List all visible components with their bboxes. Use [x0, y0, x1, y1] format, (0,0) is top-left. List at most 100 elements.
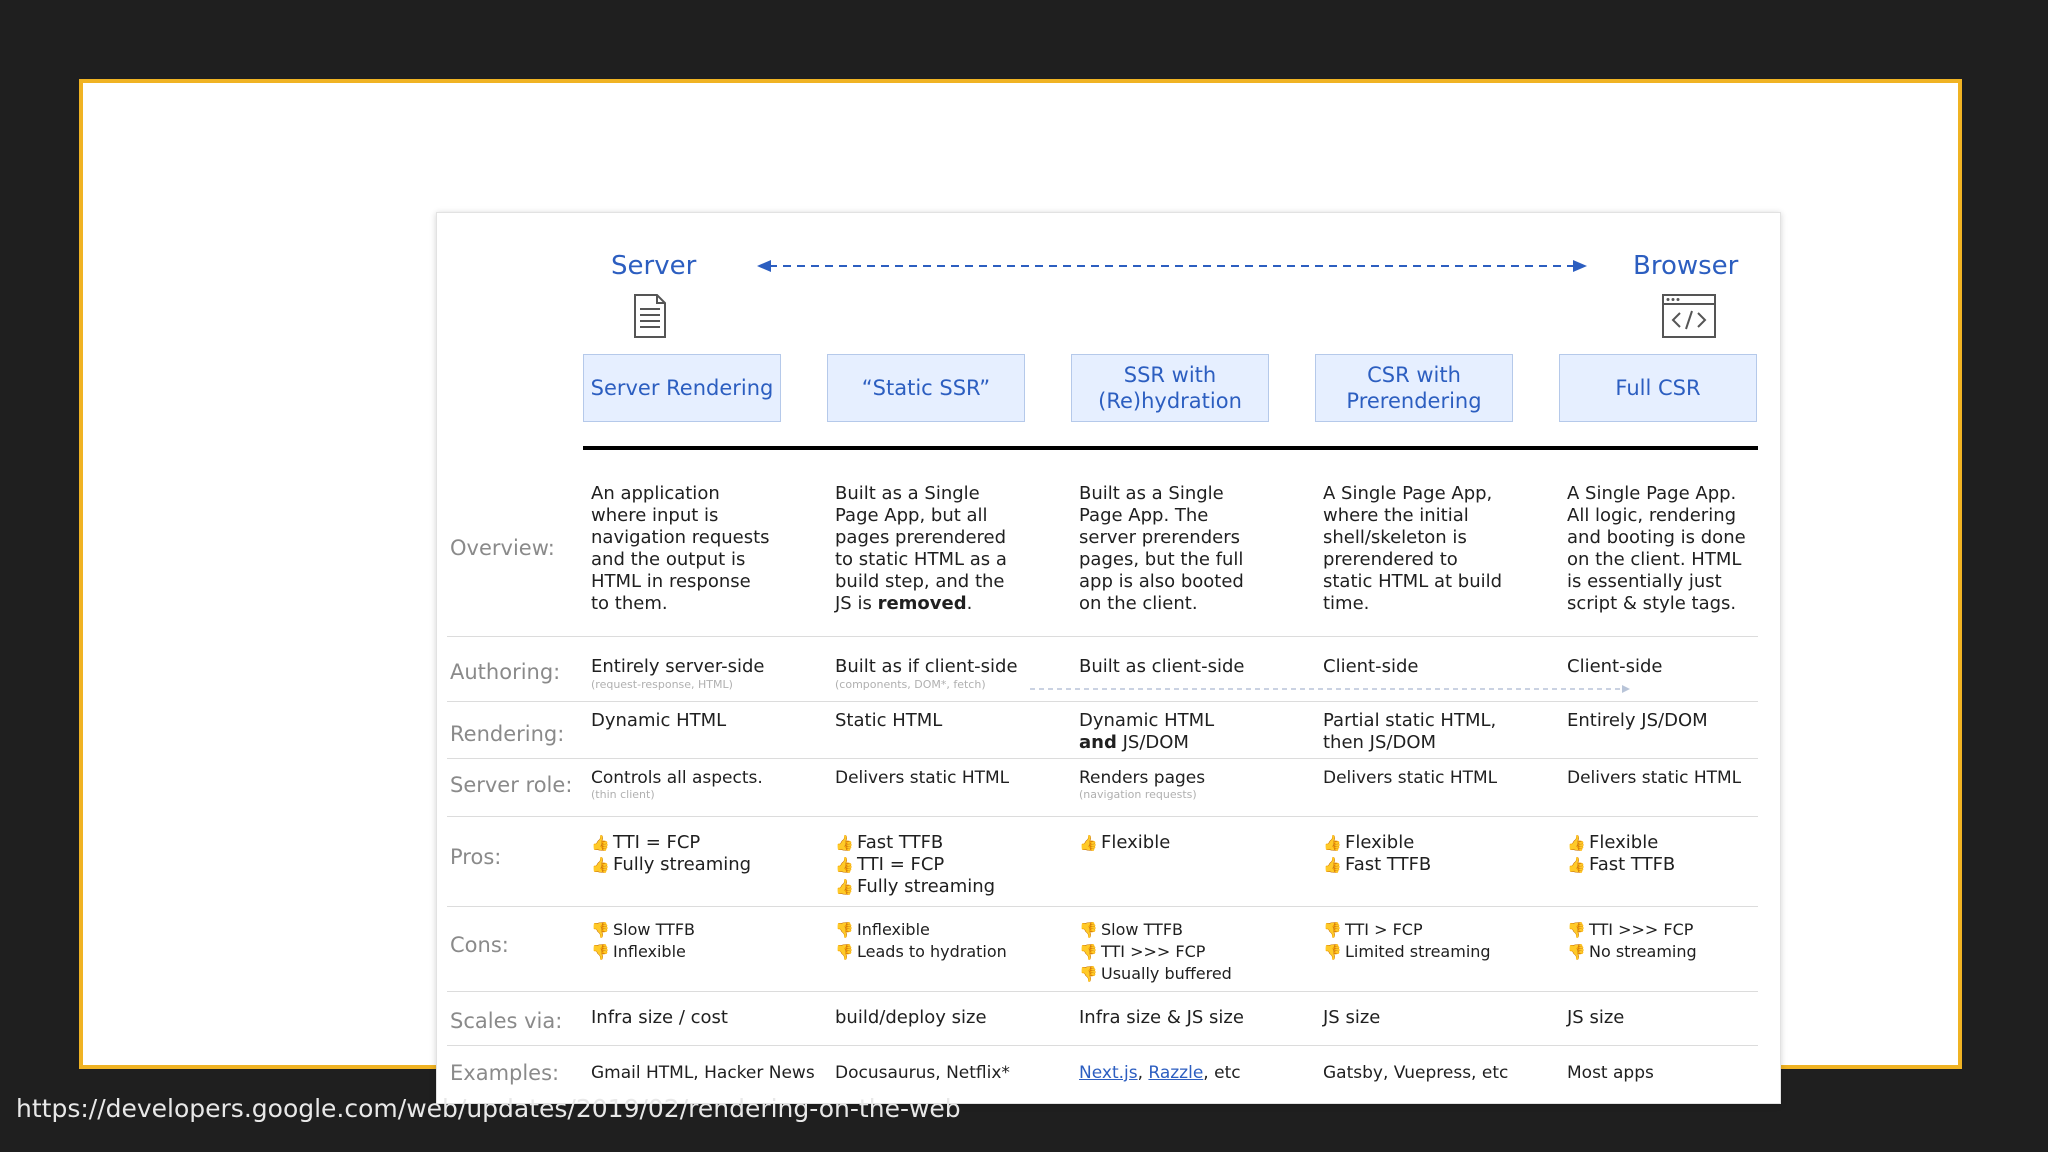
source-url: https://developers.google.com/web/update…: [16, 1094, 961, 1123]
list-item-text: Inflexible: [857, 920, 930, 939]
header-divider: [583, 446, 1758, 450]
cell-text: build/deploy size: [835, 1007, 987, 1028]
cell-text: Delivers static HTML: [835, 768, 1010, 788]
row-label-cons: Cons:: [450, 933, 509, 957]
cell-pros: 👍 Flexible 👍 Fast TTFB: [1567, 832, 1675, 876]
cell-authoring: Client-side: [1323, 656, 1418, 678]
cell-overview: A Single Page App, where the initial she…: [1323, 483, 1502, 615]
cell-text: Dynamic HTML: [1079, 710, 1215, 731]
thumbs-up-icon: 👍: [591, 834, 610, 852]
cell-authoring: Entirely server-side: [591, 656, 765, 678]
example-link[interactable]: Razzle: [1148, 1063, 1204, 1083]
cell-server-role: Controls all aspects.: [591, 768, 763, 789]
cell-scales-via: Infra size & JS size: [1079, 1007, 1244, 1029]
con-item: 👎 Inflexible: [835, 919, 1007, 941]
row-label-authoring: Authoring:: [450, 660, 561, 684]
cell-authoring: Built as if client-side: [835, 656, 1018, 678]
authoring-span-arrow: [1030, 685, 1630, 693]
thumbs-down-icon: 👎: [1079, 921, 1098, 939]
list-item-text: TTI >>> FCP: [1101, 942, 1206, 961]
con-item: 👎 Slow TTFB: [1079, 919, 1232, 941]
row-divider: [447, 816, 1758, 817]
thumbs-up-icon: 👍: [591, 856, 610, 874]
server-label: Server: [611, 251, 697, 281]
thumbs-down-icon: 👎: [835, 921, 854, 939]
cell-text: Partial static HTML, then JS/DOM: [1323, 710, 1497, 753]
cell-text: removed: [877, 593, 967, 614]
thumbs-down-icon: 👎: [1567, 943, 1586, 961]
list-item-text: Flexible: [1101, 832, 1171, 853]
thumbs-up-icon: 👍: [835, 856, 854, 874]
thumbs-down-icon: 👎: [1079, 965, 1098, 983]
list-item-text: Fast TTFB: [1345, 854, 1432, 875]
cell-examples: Most apps: [1567, 1063, 1654, 1084]
cell-text: Infra size & JS size: [1079, 1007, 1244, 1028]
pro-item: 👍 TTI = FCP: [591, 832, 751, 854]
cell-examples: Gmail HTML, Hacker News: [591, 1063, 815, 1084]
cell-examples: Next.js, Razzle, etc: [1079, 1063, 1241, 1084]
list-item-text: Fast TTFB: [1589, 854, 1676, 875]
thumbs-down-icon: 👎: [1567, 921, 1586, 939]
list-item-text: Usually buffered: [1101, 964, 1232, 983]
row-label-rendering: Rendering:: [450, 722, 565, 746]
cell-scales-via: JS size: [1567, 1007, 1624, 1029]
row-divider: [447, 991, 1758, 992]
cell-text: Infra size / cost: [591, 1007, 728, 1028]
thumbs-up-icon: 👍: [835, 834, 854, 852]
cell-pros: 👍 TTI = FCP 👍 Fully streaming: [591, 832, 751, 876]
cell-server-role: Delivers static HTML: [1567, 768, 1741, 789]
rendering-comparison-diagram: Server Browser: [436, 212, 1781, 1104]
list-item-text: TTI = FCP: [613, 832, 701, 853]
cell-text: Gatsby, Vuepress, etc: [1323, 1063, 1509, 1083]
list-item-text: TTI > FCP: [1345, 920, 1423, 939]
cell-text: Most apps: [1567, 1063, 1654, 1083]
cell-cons: 👎 TTI >>> FCP 👎 No streaming: [1567, 919, 1697, 963]
cell-cons: 👎 Slow TTFB 👎 TTI >>> FCP 👎 Usually buffered: [1079, 919, 1232, 985]
cell-text: JS size: [1323, 1007, 1381, 1028]
example-link[interactable]: Next.js: [1079, 1063, 1138, 1083]
approach-header: SSR with (Re)hydration: [1071, 354, 1269, 422]
cell-text: Static HTML: [835, 710, 943, 731]
row-divider: [447, 701, 1758, 702]
cell-pros: 👍 Flexible: [1079, 832, 1170, 854]
cell-examples: Gatsby, Vuepress, etc: [1323, 1063, 1508, 1084]
con-item: 👎 Inflexible: [591, 941, 695, 963]
cell-overview: A Single Page App. All logic, rendering …: [1567, 483, 1746, 615]
thumbs-down-icon: 👎: [591, 943, 610, 961]
row-divider: [447, 758, 1758, 759]
cell-scales-via: Infra size / cost: [591, 1007, 728, 1029]
cell-text: and: [1079, 732, 1117, 753]
cell-authoring: Client-side: [1567, 656, 1662, 678]
row-label-examples: Examples:: [450, 1061, 560, 1085]
list-item-text: Fast TTFB: [857, 832, 944, 853]
cell-text: Gmail HTML, Hacker News: [591, 1063, 815, 1083]
cell-authoring: Built as client-side: [1079, 656, 1244, 678]
pro-item: 👍 Fast TTFB: [1323, 854, 1431, 876]
list-item-text: Flexible: [1345, 832, 1415, 853]
thumbs-up-icon: 👍: [1323, 856, 1342, 874]
cell-cons: 👎 TTI > FCP 👎 Limited streaming: [1323, 919, 1491, 963]
row-label-overview: Overview:: [450, 536, 555, 560]
cell-rendering: Partial static HTML, then JS/DOM: [1323, 710, 1496, 754]
con-item: 👎 No streaming: [1567, 941, 1697, 963]
cell-text: An application where input is navigation…: [591, 483, 770, 614]
cell-text: Client-side: [1323, 656, 1419, 677]
pro-item: 👍 Flexible: [1079, 832, 1170, 854]
slide-frame: Server Browser: [79, 79, 1962, 1104]
con-item: 👎 TTI >>> FCP: [1079, 941, 1232, 963]
list-item-text: Leads to hydration: [857, 942, 1007, 961]
cell-examples: Docusaurus, Netflix*: [835, 1063, 1010, 1084]
approach-header: Server Rendering: [583, 354, 781, 422]
row-label-server-role: Server role:: [450, 773, 573, 797]
browser-label: Browser: [1633, 251, 1739, 281]
cell-text: Built as a Single Page App. The server p…: [1079, 483, 1244, 614]
approach-header: Full CSR: [1559, 354, 1757, 422]
thumbs-up-icon: 👍: [1079, 834, 1098, 852]
thumbs-down-icon: 👎: [1079, 943, 1098, 961]
con-item: 👎 TTI > FCP: [1323, 919, 1491, 941]
cell-text: A Single Page App, where the initial she…: [1323, 483, 1503, 614]
cell-rendering: Entirely JS/DOM: [1567, 710, 1708, 732]
row-divider: [447, 636, 1758, 637]
list-item-text: Slow TTFB: [613, 920, 696, 939]
pro-item: 👍 TTI = FCP: [835, 854, 995, 876]
